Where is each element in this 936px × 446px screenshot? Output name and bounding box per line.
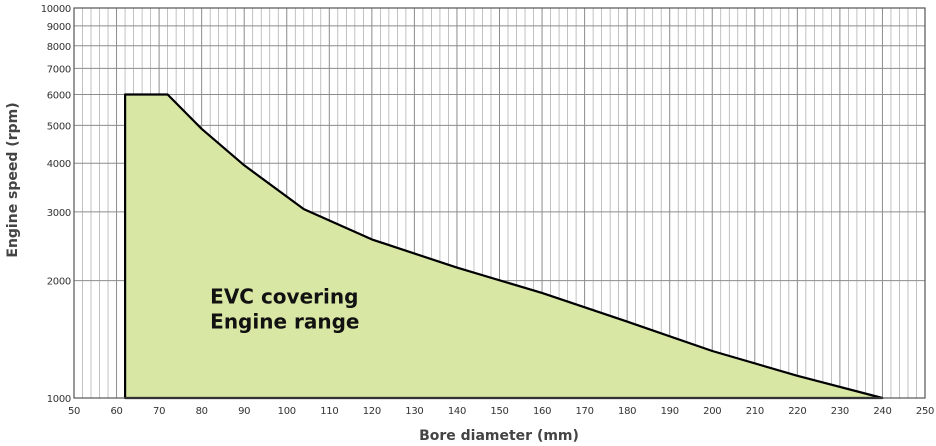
plot-border (73, 7, 926, 399)
y-tick-label: 4000 (47, 159, 71, 170)
x-tick-label: 250 (916, 406, 934, 417)
x-tick-label: 170 (576, 406, 594, 417)
y-tick-label: 7000 (47, 64, 71, 75)
x-tick-label: 190 (661, 406, 679, 417)
x-tick-label: 80 (196, 406, 208, 417)
x-tick-label: 110 (320, 406, 338, 417)
x-tick-label: 220 (788, 406, 806, 417)
y-axis-label: Engine speed (rpm) (5, 102, 21, 257)
y-tick-label: 9000 (47, 22, 71, 33)
x-tick-label: 240 (873, 406, 891, 417)
x-tick-label: 200 (703, 406, 721, 417)
x-tick-label: 150 (490, 406, 508, 417)
y-tick-label: 8000 (47, 42, 71, 53)
x-tick-labels: 50 60 70 80 90 100 110 120 130 140 150 160 170 180 190… (68, 406, 934, 417)
x-tick-label: 210 (746, 406, 764, 417)
y-tick-labels: 1000 2000 3000 4000 5000 6000 7000 8000 9000 1000… (41, 4, 72, 405)
x-tick-label: 180 (618, 406, 636, 417)
area-series-0 (123, 93, 884, 400)
plot-frame (73, 7, 926, 399)
x-tick-label: 70 (153, 406, 165, 417)
annotation-label: EVC covering Engine range (210, 284, 359, 333)
x-tick-label: 130 (405, 406, 423, 417)
y-tick-label: 5000 (47, 121, 71, 132)
x-tick-label: 90 (238, 406, 250, 417)
x-tick-label: 100 (278, 406, 296, 417)
x-tick-label: 120 (363, 406, 381, 417)
y-tick-label: 2000 (47, 277, 71, 288)
x-axis-label: Bore diameter (mm) (419, 428, 579, 444)
y-tick-label: 6000 (47, 91, 71, 102)
x-tick-label: 60 (110, 406, 122, 417)
y-tick-label: 3000 (47, 208, 71, 219)
y-tick-label: 10000 (41, 4, 71, 15)
x-tick-label: 140 (448, 406, 466, 417)
area-layer (123, 93, 884, 400)
x-tick-label: 230 (831, 406, 849, 417)
x-tick-label: 160 (533, 406, 551, 417)
annotations: EVC covering Engine range (210, 284, 359, 333)
y-tick-label: 1000 (47, 394, 71, 405)
x-tick-label: 50 (68, 406, 80, 417)
